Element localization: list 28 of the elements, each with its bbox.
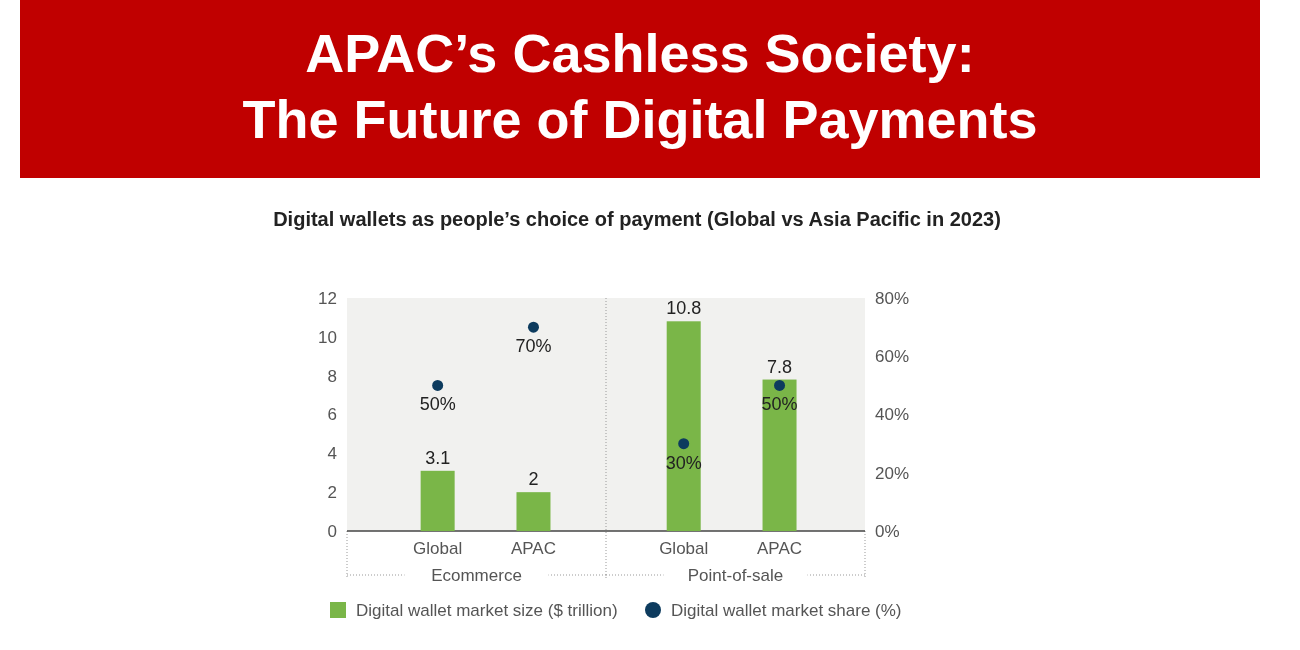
x-tick-label: Global: [413, 539, 463, 558]
y-tick-label: 4: [327, 444, 337, 464]
y-tick-label: 2: [327, 483, 337, 503]
y2-tick-label: 60%: [875, 347, 910, 367]
data-label: 7.8: [767, 356, 793, 377]
legend-label: Digital wallet market share (%): [671, 600, 902, 620]
y-tick-label: 0: [327, 521, 337, 541]
chart-subtitle: Digital wallets as people’s choice of payment (Global vs Asia Pacific in 2023): [273, 208, 1001, 230]
legend-label: Digital wallet market size ($ trillion): [356, 600, 618, 620]
y-tick-label: 8: [327, 366, 337, 386]
data-label: 10.8: [666, 298, 702, 319]
y-tick-label: 6: [327, 405, 337, 425]
chart-title: APAC’s Cashless Society: The Future of Digital Payments: [242, 23, 1038, 149]
data-label: 50%: [419, 394, 456, 415]
data-label: 3.1: [425, 447, 451, 468]
text: Point-of-sale: [687, 566, 784, 585]
y2-tick-label: 40%: [875, 405, 910, 425]
y-tick-label: 12: [318, 288, 337, 308]
x-tick-label: Global: [659, 539, 709, 558]
data-label: 70%: [515, 336, 552, 357]
x-tick-label: APAC: [757, 539, 803, 558]
y2-tick-label: 0%: [875, 521, 900, 541]
text: Ecommerce: [431, 566, 522, 585]
data-label: 2: [528, 469, 539, 490]
x-tick-label: APAC: [510, 539, 556, 558]
y2-tick-label: 20%: [875, 463, 910, 483]
y2-tick-label: 80%: [875, 288, 910, 308]
y-tick-label: 10: [318, 327, 337, 347]
